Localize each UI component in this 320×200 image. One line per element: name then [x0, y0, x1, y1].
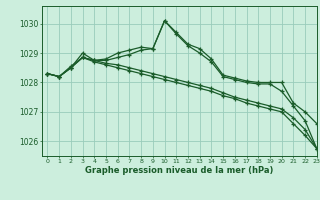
X-axis label: Graphe pression niveau de la mer (hPa): Graphe pression niveau de la mer (hPa) — [85, 166, 273, 175]
